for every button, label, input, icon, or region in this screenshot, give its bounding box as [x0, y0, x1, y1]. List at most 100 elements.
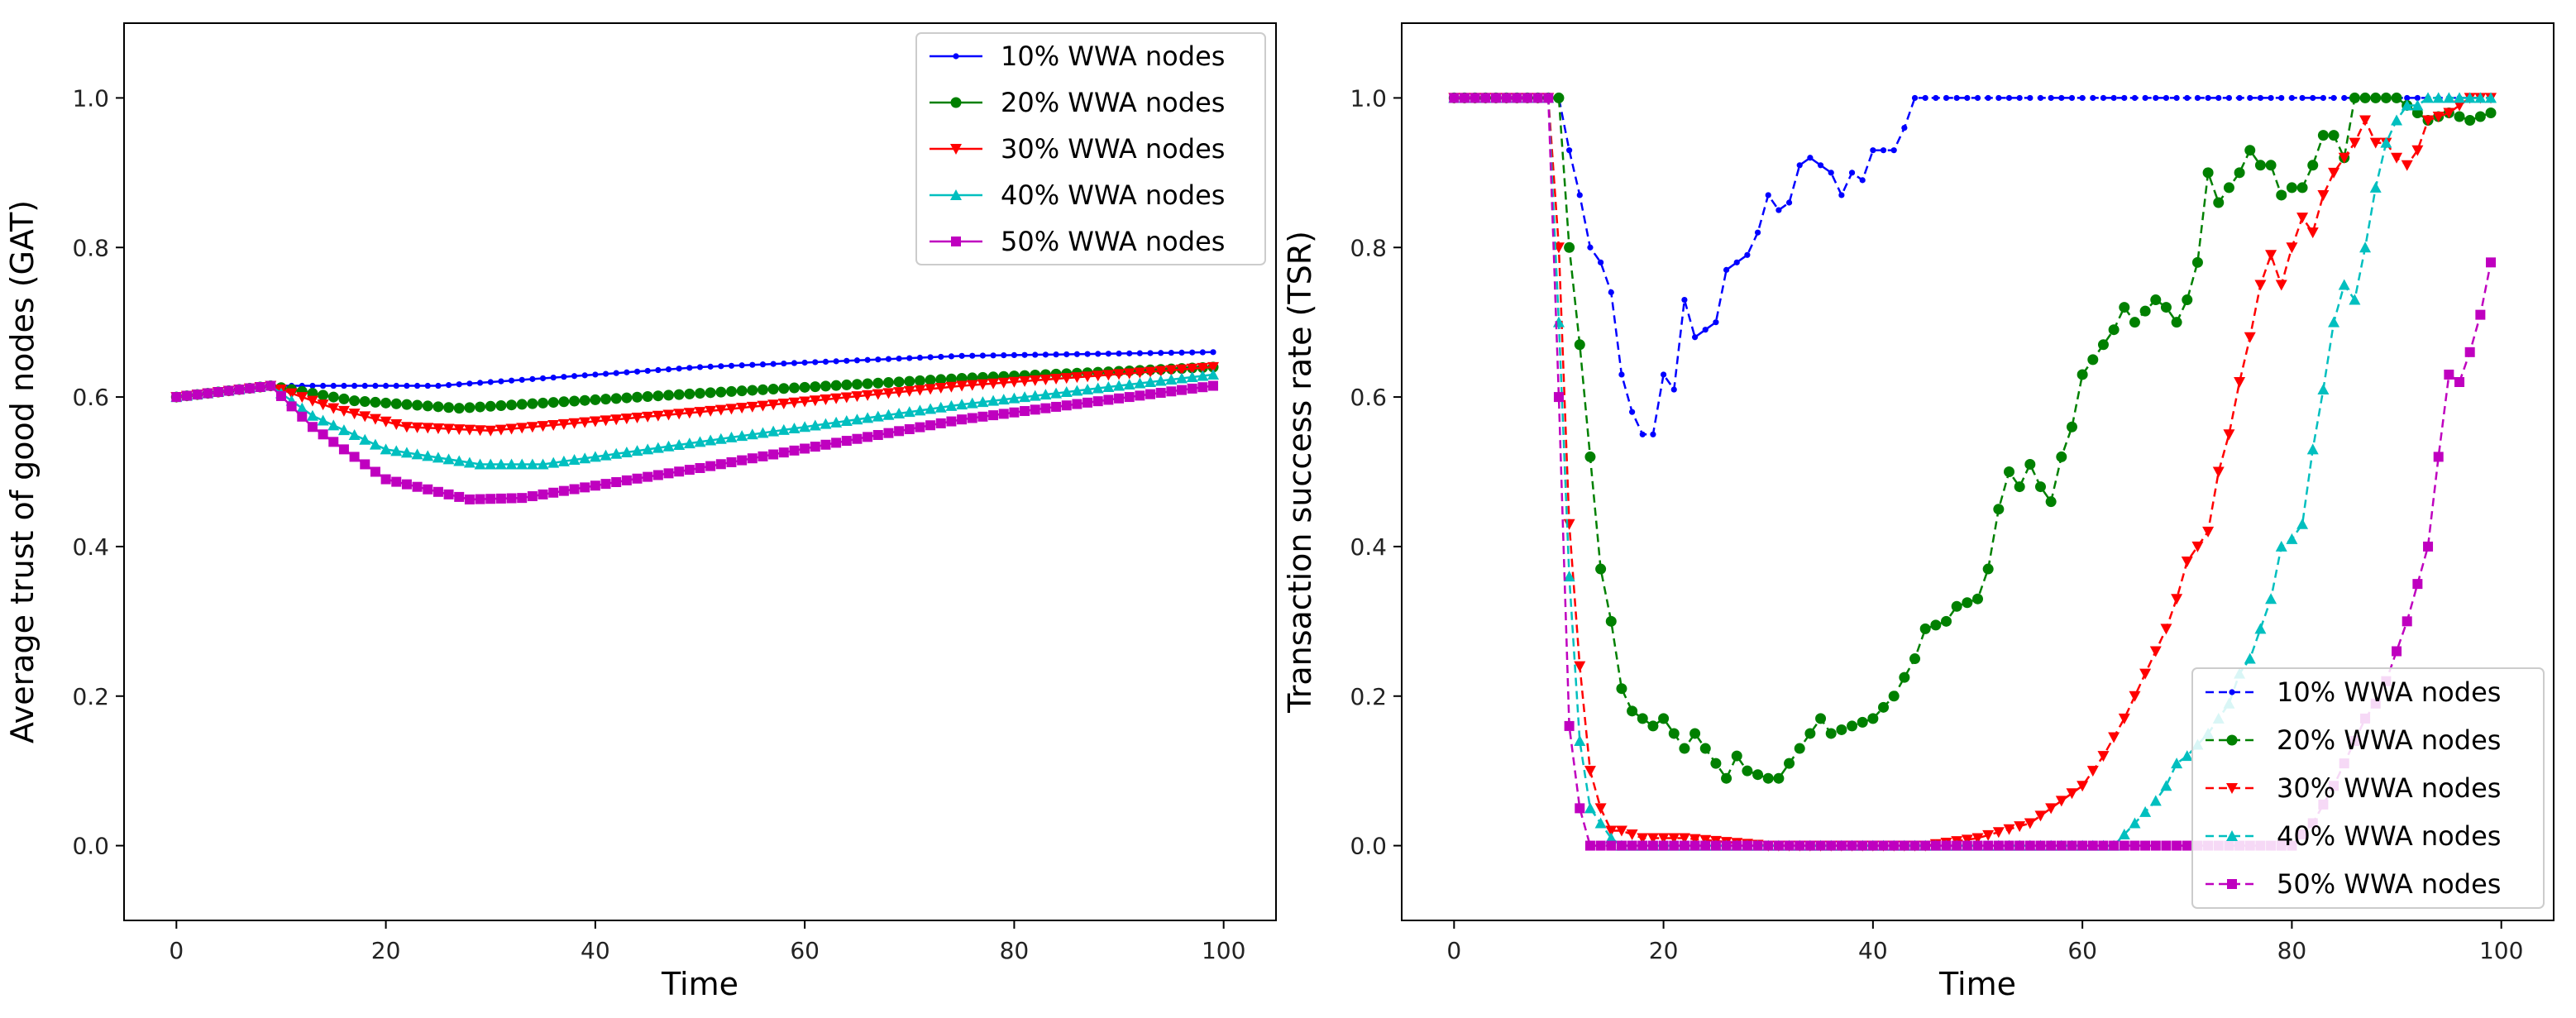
data-point	[550, 374, 557, 381]
data-point	[2328, 130, 2339, 141]
series-50-wwa-nodes	[171, 380, 1219, 504]
data-point	[1773, 772, 1785, 784]
data-point	[1731, 750, 1742, 762]
data-point	[757, 400, 769, 412]
data-point	[2067, 840, 2077, 851]
data-point	[652, 470, 663, 480]
data-point	[581, 372, 588, 379]
data-point	[1670, 386, 1677, 393]
data-point	[400, 422, 413, 433]
data-point	[1733, 259, 1740, 265]
data-point	[927, 354, 934, 361]
data-point	[1145, 366, 1157, 378]
data-point	[714, 404, 727, 416]
data-point	[1807, 155, 1814, 161]
data-point	[390, 419, 403, 431]
legend: 10% WWA nodes 20% WWA nodes 30% WWA nodes 4…	[2191, 667, 2545, 909]
data-point	[2035, 840, 2046, 851]
data-point	[453, 424, 466, 436]
data-point	[265, 380, 276, 391]
data-point	[2223, 182, 2234, 194]
data-point	[390, 398, 402, 409]
data-point	[2205, 94, 2211, 102]
data-point	[203, 388, 213, 399]
data-point	[620, 413, 633, 425]
data-point	[2056, 840, 2067, 851]
data-point	[2139, 805, 2152, 817]
data-point	[1951, 600, 1962, 612]
series-line	[176, 385, 1214, 501]
data-point	[1123, 368, 1135, 380]
data-point	[442, 453, 455, 465]
data-point	[568, 418, 581, 429]
legend-marker	[950, 144, 962, 155]
data-point	[1532, 93, 1543, 103]
data-point	[1113, 369, 1126, 380]
data-point	[945, 373, 957, 385]
data-point	[1732, 840, 1742, 851]
data-point	[778, 447, 789, 458]
data-point	[1574, 661, 1586, 672]
data-point	[2444, 369, 2454, 380]
data-point	[1197, 382, 1208, 393]
x-tick-label: 40	[581, 937, 610, 964]
data-point	[1699, 743, 1711, 754]
data-point	[862, 378, 873, 390]
data-point	[2422, 92, 2435, 103]
data-point	[1113, 380, 1126, 391]
data-point	[2369, 181, 2382, 193]
data-point	[1995, 94, 2002, 102]
data-point	[611, 476, 622, 487]
data-point	[1605, 825, 1618, 837]
legend-marker	[953, 53, 959, 60]
data-point	[872, 377, 884, 389]
data-point	[453, 403, 465, 414]
legend-box	[915, 32, 1266, 265]
data-point	[2004, 840, 2014, 851]
data-point	[872, 410, 884, 422]
data-point	[505, 423, 518, 435]
data-point	[1848, 170, 1856, 176]
legend-marker	[2226, 830, 2238, 841]
data-point	[990, 352, 996, 359]
data-point	[789, 445, 800, 456]
data-point	[589, 451, 601, 462]
data-point	[2485, 108, 2497, 118]
data-point	[1702, 327, 1709, 333]
data-point	[2171, 758, 2183, 769]
series-line	[176, 351, 1214, 399]
data-point	[997, 377, 1010, 389]
data-point	[463, 456, 476, 468]
data-point	[433, 486, 443, 497]
data-point	[2213, 197, 2225, 208]
data-point	[1020, 406, 1030, 417]
data-point	[537, 458, 549, 470]
data-point	[1490, 93, 1501, 103]
data-point	[2254, 623, 2267, 634]
data-point	[2464, 92, 2476, 103]
series-line	[1454, 97, 2491, 436]
data-point	[893, 407, 906, 418]
data-point	[1155, 387, 1166, 398]
data-point	[2310, 94, 2316, 102]
data-point	[1011, 351, 1018, 359]
data-point	[393, 382, 399, 390]
legend-label: 40% WWA nodes	[1001, 179, 1225, 211]
data-point	[2097, 339, 2109, 351]
data-point	[831, 437, 842, 448]
data-point	[2244, 652, 2256, 664]
data-point	[1147, 350, 1154, 356]
data-point	[1930, 840, 1941, 851]
x-tick-label: 0	[1446, 937, 1461, 964]
data-point	[337, 424, 350, 436]
data-point	[1092, 382, 1104, 394]
data-point	[2433, 452, 2444, 462]
data-point	[631, 412, 643, 423]
data-point	[463, 424, 476, 436]
data-point	[2338, 279, 2350, 290]
data-point	[485, 425, 497, 437]
data-point	[1199, 349, 1206, 356]
data-point	[631, 445, 643, 456]
data-point	[2142, 94, 2148, 102]
data-point	[1962, 840, 1972, 851]
